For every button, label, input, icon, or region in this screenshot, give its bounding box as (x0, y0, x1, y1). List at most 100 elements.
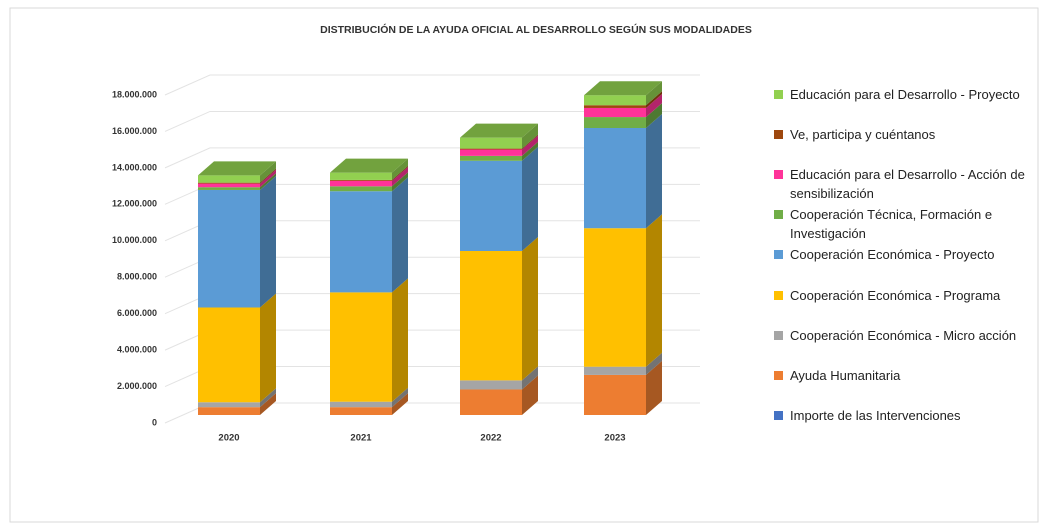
y-tick-label: 8.000.000 (117, 272, 157, 282)
bar-segment (198, 183, 260, 188)
legend-item: Cooperación Económica - Programa (774, 286, 1034, 305)
y-tick-label: 4.000.000 (117, 344, 157, 354)
bar-side (260, 393, 276, 415)
bar-segment (584, 107, 646, 118)
legend-label: Ve, participa y cuéntanos (790, 127, 936, 142)
bar-segment (330, 407, 392, 415)
bar-side (260, 173, 276, 190)
bar-segment (198, 402, 260, 408)
legend-label: Educación para el Desarrollo - Acción de… (790, 167, 1025, 201)
y-tick-label: 12.000.000 (112, 199, 157, 209)
legend-label: Cooperación Técnica, Formación e Investi… (790, 207, 993, 241)
legend-label: Cooperación Económica - Programa (790, 288, 1001, 303)
bar-side (646, 114, 662, 229)
bar-side (646, 103, 662, 128)
bar-side (522, 134, 538, 150)
legend-swatch (774, 170, 783, 179)
bar-side (260, 293, 276, 403)
bar-side (522, 375, 538, 415)
bar-side (646, 360, 662, 415)
legend-item: Cooperación Económica - Micro acción (774, 326, 1034, 345)
bar-segment (330, 186, 392, 192)
bar-side (260, 168, 276, 184)
grid-line (164, 110, 700, 132)
bar-segment (584, 374, 646, 415)
bar-top (330, 158, 408, 173)
bar-side (392, 393, 408, 415)
bar-side (522, 135, 538, 156)
bar-segment (330, 179, 392, 181)
chart-title: DISTRIBUCIÓN DE LA AYUDA OFICIAL AL DESA… (320, 23, 752, 36)
bar-top (460, 123, 538, 138)
bar-segment (584, 105, 646, 108)
bar-segment (460, 380, 522, 390)
x-tick-label: 2023 (604, 433, 625, 444)
bar-segment (460, 137, 522, 149)
legend-swatch (774, 411, 783, 420)
legend-swatch (774, 371, 783, 380)
bar-side (392, 387, 408, 408)
bar-segment (460, 149, 522, 156)
legend-item: Educación para el Desarrollo - Proyecto (774, 85, 1034, 104)
legend-swatch (774, 210, 783, 219)
bar-segment (584, 228, 646, 367)
bar-segment (330, 180, 392, 187)
bar-segment (460, 389, 522, 415)
legend-label: Cooperación Económica - Micro acción (790, 328, 1017, 343)
legend-item: Cooperación Técnica, Formación e Investi… (774, 205, 1034, 243)
bar-side (392, 158, 408, 180)
legend-swatch (774, 130, 783, 139)
x-tick-label: 2021 (350, 433, 372, 444)
bar-side (646, 93, 662, 118)
legend-swatch (774, 90, 783, 99)
bar-side (522, 237, 538, 381)
bar-side (646, 81, 662, 106)
bar-segment (330, 292, 392, 402)
bar-side (522, 141, 538, 161)
bar-segment (584, 366, 646, 375)
bar-segment (198, 307, 260, 403)
bar-side (522, 366, 538, 390)
bar-segment (330, 172, 392, 180)
bar-segment (460, 155, 522, 161)
legend-item: Importe de las Intervenciones (774, 406, 1034, 425)
bar-segment (584, 128, 646, 229)
legend-item: Cooperación Económica - Proyecto (774, 245, 1034, 264)
y-tick-label: 0 (152, 417, 157, 427)
bar-segment (584, 117, 646, 128)
bar-segment (198, 407, 260, 415)
legend-item: Ayuda Humanitaria (774, 366, 1034, 385)
bar-side (260, 161, 276, 183)
bar-segment (330, 191, 392, 293)
bar-side (260, 169, 276, 188)
legend-label: Educación para el Desarrollo - Proyecto (790, 87, 1020, 102)
legend-swatch (774, 291, 783, 300)
bar-side (392, 165, 408, 181)
bar-segment (460, 251, 522, 381)
bar-segment (460, 148, 522, 150)
legend-label: Cooperación Económica - Proyecto (790, 247, 995, 262)
y-tick-label: 6.000.000 (117, 308, 157, 318)
bar-segment (198, 182, 260, 184)
bar-side (646, 214, 662, 367)
bar-side (646, 91, 662, 108)
bar-side (260, 175, 276, 308)
legend-item: Ve, participa y cuéntanos (774, 125, 1034, 144)
y-tick-label: 14.000.000 (112, 162, 157, 172)
legend-item: Educación para el Desarrollo - Acción de… (774, 165, 1034, 203)
legend-swatch (774, 250, 783, 259)
bar-side (392, 172, 408, 192)
bar-segment (198, 189, 260, 308)
bar-side (392, 177, 408, 293)
bar-side (260, 388, 276, 408)
bar-side (646, 352, 662, 375)
x-tick-label: 2020 (218, 433, 239, 444)
bar-side (392, 166, 408, 187)
legend-label: Ayuda Humanitaria (790, 368, 901, 383)
bar-side (522, 146, 538, 251)
bar-segment (198, 187, 260, 190)
bar-segment (198, 175, 260, 183)
bar-side (392, 278, 408, 402)
bar-segment (330, 401, 392, 408)
grid-line (164, 74, 700, 96)
